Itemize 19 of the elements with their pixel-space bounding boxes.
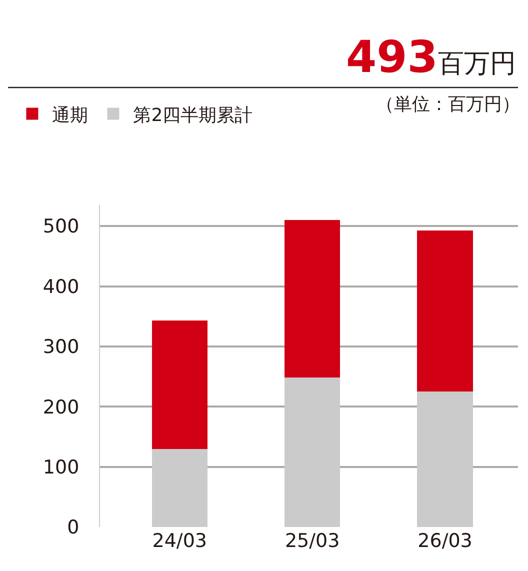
text: （単位：百万円） <box>376 94 520 115</box>
x-tick-label: 26/03 <box>418 530 472 552</box>
bar <box>284 378 340 527</box>
legend-label: 第2四半期累計 <box>133 104 253 126</box>
bar <box>417 392 473 527</box>
chart-title: 493百万円 <box>346 32 516 83</box>
x-tick-label: 25/03 <box>284 530 340 552</box>
x-tick-label: 24/03 <box>152 530 208 552</box>
bar <box>152 320 208 449</box>
y-tick-label: 500 <box>42 216 80 238</box>
legend-label: 通期 <box>52 104 88 126</box>
bar <box>284 220 340 378</box>
y-tick-label: 200 <box>42 396 80 418</box>
bar <box>152 448 208 527</box>
y-tick-label: 300 <box>42 336 80 358</box>
y-tick-label: 100 <box>42 456 80 478</box>
y-tick-label: 0 <box>67 516 80 539</box>
y-tick-label: 400 <box>42 276 80 298</box>
bar <box>417 230 473 392</box>
